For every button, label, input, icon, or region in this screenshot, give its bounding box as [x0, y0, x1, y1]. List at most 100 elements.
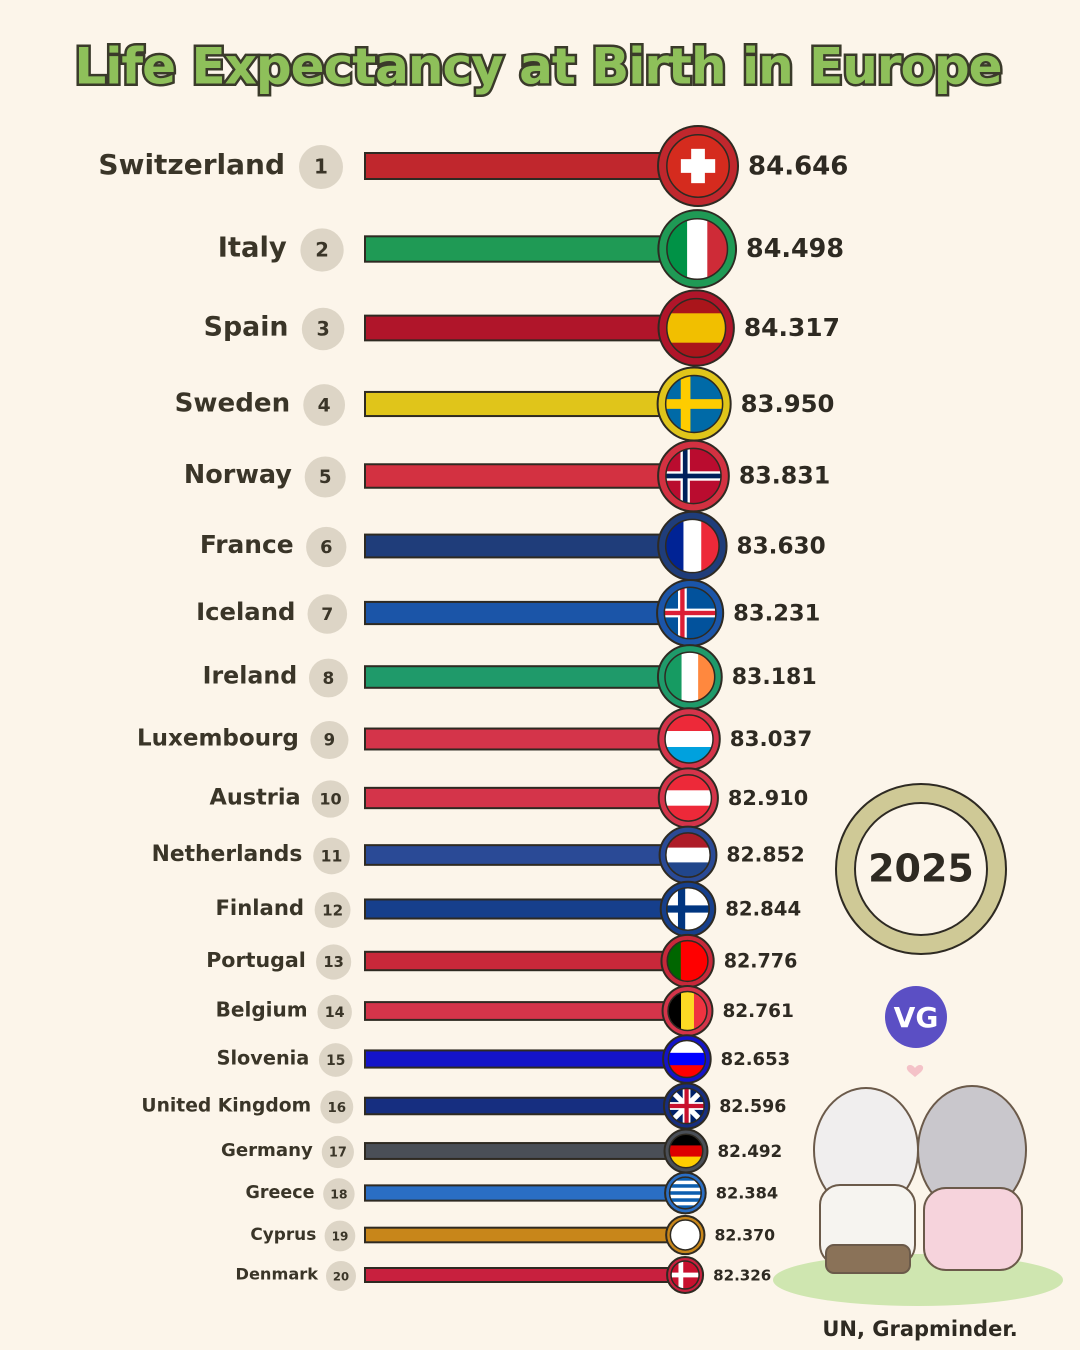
rank-badge	[311, 780, 350, 818]
country-label: Belgium	[216, 998, 308, 1022]
country-label: Switzerland	[98, 148, 285, 181]
value-label: 83.831	[739, 462, 830, 490]
value-label: 83.630	[737, 534, 826, 560]
flag-stripe	[669, 1180, 702, 1185]
flag	[658, 825, 718, 885]
rank-badge	[317, 994, 352, 1030]
flag	[660, 933, 715, 989]
country-label: United Kingdom	[141, 1096, 311, 1117]
flag-edge	[666, 939, 709, 983]
flag-edge	[664, 714, 714, 764]
value-label: 84.646	[748, 152, 848, 182]
rank-label: 12	[322, 902, 343, 920]
flag	[661, 985, 714, 1037]
flag-cross	[671, 1272, 700, 1278]
flag-stripe	[669, 1191, 702, 1196]
rank-badge	[326, 1261, 356, 1291]
country-label: France	[200, 530, 294, 559]
value-label: 84.317	[744, 313, 840, 342]
flag-stripe	[680, 940, 695, 982]
flag-cross	[680, 159, 716, 173]
bar	[364, 235, 699, 263]
country-label: Greece	[246, 1183, 315, 1203]
rank-badge	[320, 1090, 354, 1124]
flag	[657, 707, 721, 771]
bar	[364, 1184, 687, 1202]
value-label: 82.761	[722, 1001, 793, 1022]
flag	[656, 644, 723, 710]
flag-art	[664, 587, 716, 639]
rank-badge	[303, 384, 346, 426]
flag-cross	[664, 610, 716, 616]
bar	[364, 463, 695, 489]
flag	[662, 1034, 712, 1084]
flag	[656, 578, 725, 648]
flag-art	[665, 519, 720, 573]
flag	[663, 1128, 709, 1174]
bar	[364, 1267, 687, 1283]
flag-art	[671, 1260, 700, 1290]
bar	[364, 1001, 689, 1021]
flag-cross	[666, 905, 710, 913]
country-label: Spain	[204, 312, 289, 343]
flag-edge	[664, 651, 716, 703]
flag-stripe	[669, 1201, 702, 1206]
country-label: Sweden	[175, 389, 291, 419]
rank-label: 2	[315, 239, 329, 262]
year-inner	[854, 802, 988, 936]
logo: VG	[885, 986, 947, 1048]
bar	[364, 1096, 688, 1116]
flag-art	[666, 218, 728, 280]
flag-stripe	[681, 652, 699, 702]
rank-label: 13	[323, 954, 343, 971]
flag-stripe	[668, 1052, 706, 1066]
flag-stripe	[683, 519, 702, 573]
grandma-body	[923, 1187, 1023, 1271]
flag-cross	[665, 399, 723, 409]
flag-stripe	[669, 1156, 703, 1168]
value-label: 82.910	[728, 786, 808, 810]
country-label: Denmark	[236, 1265, 320, 1284]
flag-stripe	[669, 1177, 702, 1182]
rank-label: 18	[330, 1187, 347, 1202]
value-label: 82.852	[726, 843, 804, 867]
flag-edge	[665, 832, 711, 878]
flag-stripe	[669, 1134, 703, 1146]
value-label: 82.596	[719, 1097, 786, 1117]
flag-stripe	[665, 731, 714, 748]
flag-edge	[666, 297, 727, 359]
bar	[364, 844, 690, 866]
rank-label: 6	[320, 537, 332, 558]
country-label: Portugal	[206, 948, 306, 972]
country-label: Germany	[221, 1140, 313, 1161]
bar	[364, 390, 696, 418]
flag	[657, 289, 735, 367]
bar	[364, 600, 692, 626]
country-label: Norway	[184, 460, 292, 490]
flag-stripe	[665, 847, 711, 863]
rank-badge	[304, 456, 346, 498]
value-label: 82.844	[725, 898, 801, 921]
year-badge: 2025	[835, 783, 1007, 955]
flag-edge	[664, 774, 713, 822]
flag-edge	[666, 134, 730, 198]
flag-art	[668, 1088, 705, 1124]
rank-label: 16	[327, 1101, 346, 1116]
flag-stripe	[669, 1205, 702, 1209]
flag	[657, 125, 740, 207]
chart-title: Life Expectancy at Birth in Europe	[74, 38, 1001, 96]
country-label: Iceland	[196, 597, 295, 626]
rank-label: 14	[325, 1005, 345, 1021]
flag-stripe	[698, 652, 715, 702]
flag-stripe	[669, 1187, 702, 1192]
rank-label: 19	[332, 1230, 349, 1244]
bar	[364, 786, 690, 810]
flag-stripe	[666, 218, 688, 280]
rank-label: 3	[316, 318, 329, 341]
flag-edge	[668, 1133, 704, 1169]
bar	[364, 1142, 687, 1160]
value-label: 83.181	[732, 665, 817, 690]
value-label: 82.492	[717, 1141, 782, 1161]
flag-edge	[663, 586, 717, 640]
